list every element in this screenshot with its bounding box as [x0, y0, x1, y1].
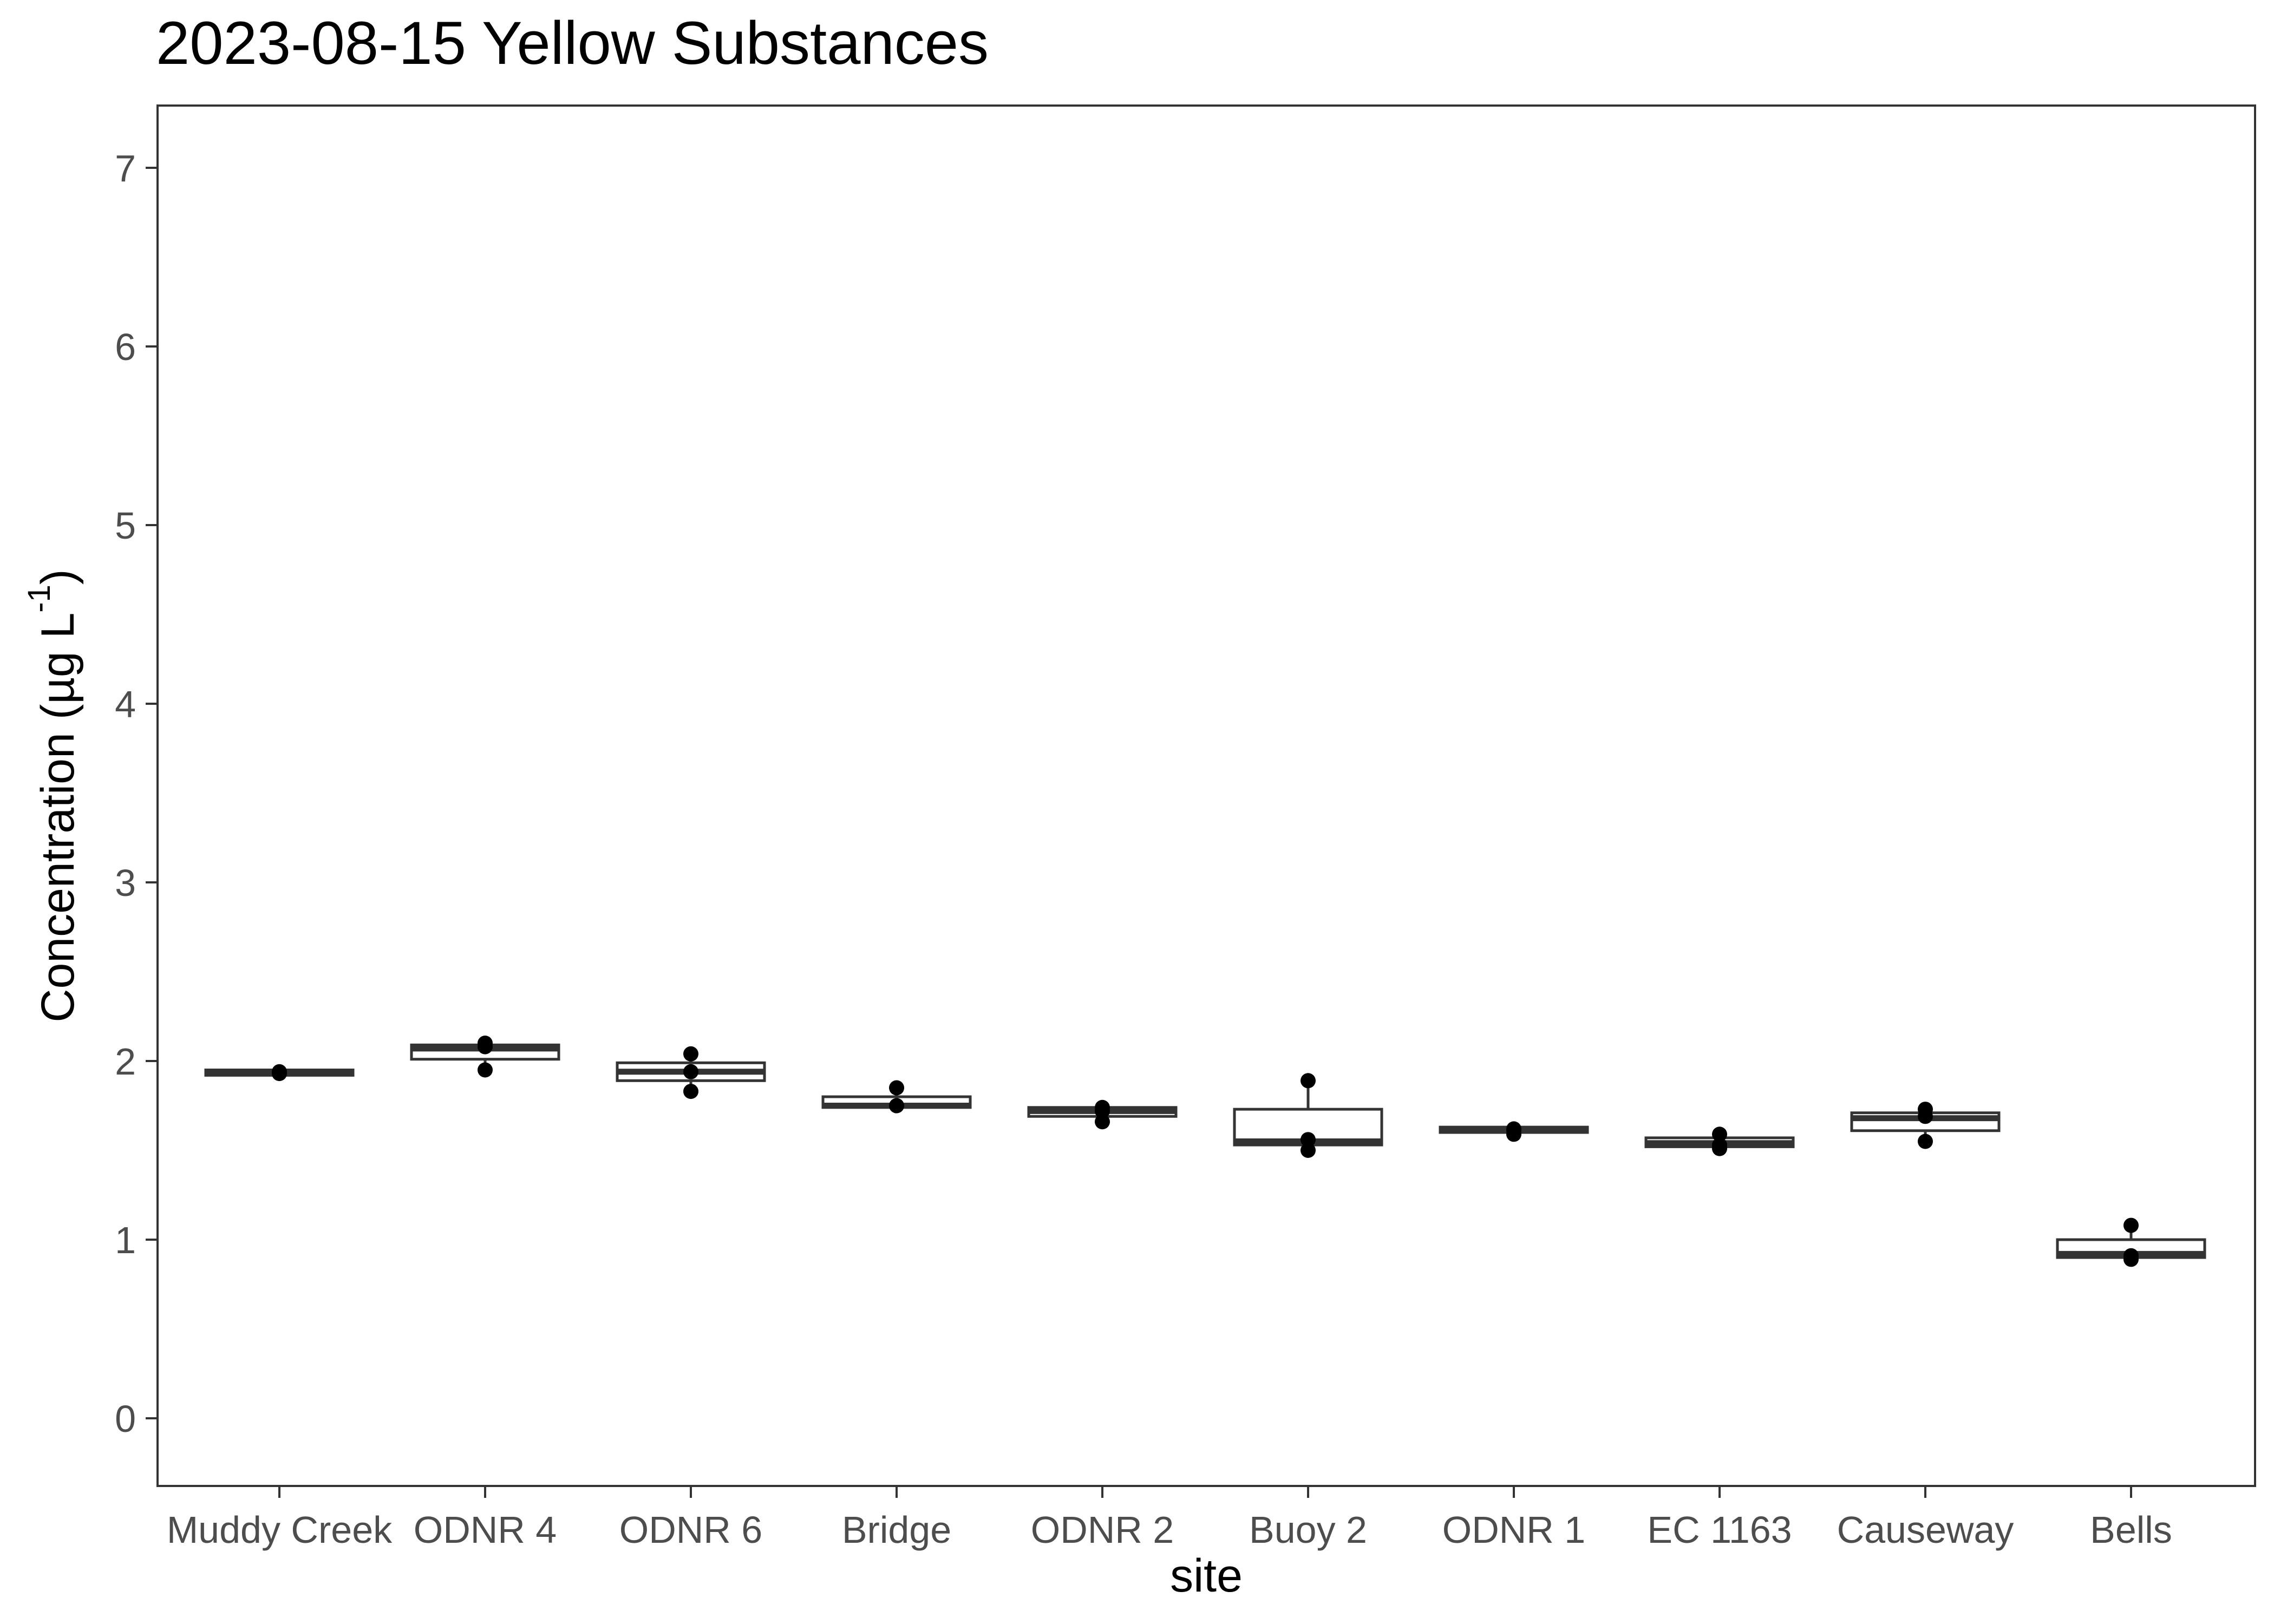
y-tick-label: 7 — [115, 147, 136, 189]
data-point — [2123, 1248, 2139, 1263]
chart-title: 2023-08-15 Yellow Substances — [156, 9, 989, 77]
x-tick-label: ODNR 1 — [1442, 1509, 1585, 1551]
data-point — [683, 1084, 698, 1099]
x-axis: Muddy Creek ODNR 4 ODNR 6 Bridge ODNR 2 Buoy … — [167, 1486, 2172, 1551]
x-tick-label: Buoy 2 — [1249, 1509, 1367, 1551]
x-tick-label: ODNR 2 — [1031, 1509, 1174, 1551]
x-tick-label: ODNR 6 — [619, 1509, 762, 1551]
y-tick-label: 3 — [115, 862, 136, 904]
box-group — [1439, 1121, 1589, 1142]
data-point — [1301, 1073, 1316, 1089]
y-tick-label: 5 — [115, 505, 136, 547]
box-layer — [204, 1036, 2206, 1267]
data-point — [1506, 1123, 1521, 1138]
data-point — [1095, 1114, 1110, 1130]
y-axis-title: Concentration (µg L-1) — [22, 569, 84, 1022]
data-point — [272, 1066, 287, 1082]
y-tick-label: 2 — [115, 1040, 136, 1083]
y-axis: 0 1 2 3 4 5 6 7 — [115, 147, 158, 1440]
x-tick-label: Bridge — [842, 1509, 951, 1551]
box-group — [1027, 1099, 1178, 1130]
data-point — [478, 1036, 493, 1051]
data-point — [1918, 1102, 1933, 1117]
box-group — [410, 1036, 560, 1078]
data-point — [1095, 1099, 1110, 1115]
box-group — [204, 1064, 355, 1082]
data-point — [1301, 1143, 1316, 1158]
data-point — [683, 1046, 698, 1062]
data-point — [1918, 1134, 1933, 1149]
y-axis-title-main: Concentration (µg L — [32, 613, 84, 1023]
y-tick-label: 0 — [115, 1398, 136, 1440]
box-group — [1233, 1073, 1383, 1158]
x-tick-label: Bells — [2090, 1509, 2172, 1551]
box-group — [616, 1046, 766, 1099]
plot-panel-border — [156, 104, 2256, 1487]
x-tick-label: Muddy Creek — [167, 1509, 393, 1551]
box-group — [2056, 1217, 2206, 1267]
y-tick-label: 4 — [115, 683, 136, 725]
data-point — [683, 1064, 698, 1079]
y-tick-label: 1 — [115, 1219, 136, 1261]
box-group — [1644, 1127, 1795, 1156]
data-point — [1712, 1127, 1727, 1142]
x-tick-label: EC 1163 — [1647, 1509, 1792, 1551]
data-point — [889, 1098, 904, 1114]
box-group — [821, 1080, 972, 1114]
box-group — [1850, 1102, 2001, 1149]
data-point — [2123, 1217, 2139, 1233]
data-point — [478, 1062, 493, 1078]
data-point — [889, 1080, 904, 1096]
y-tick-label: 6 — [115, 326, 136, 368]
data-point — [1301, 1132, 1316, 1148]
y-axis-title-superscript: -1 — [22, 585, 57, 613]
data-point — [1712, 1137, 1727, 1153]
x-tick-label: ODNR 4 — [414, 1509, 557, 1551]
x-axis-title: site — [1170, 1550, 1243, 1602]
y-axis-title-suffix: ) — [32, 569, 84, 585]
x-tick-label: Causeway — [1837, 1509, 2014, 1551]
